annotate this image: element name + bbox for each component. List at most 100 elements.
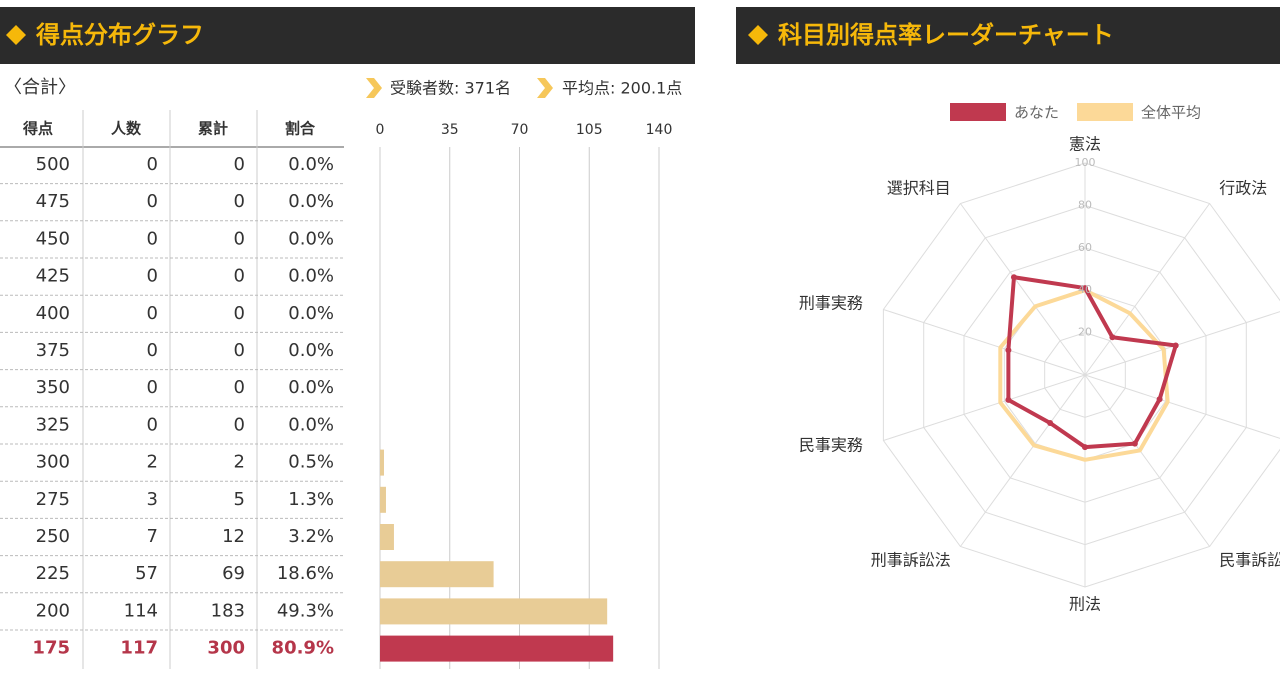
- x-tick-label: 105: [576, 122, 603, 138]
- axis-label: 選択科目: [887, 178, 951, 197]
- cell: 114: [124, 600, 158, 621]
- x-tick-label: 70: [511, 122, 529, 138]
- axis-label: 刑事訴訟法: [871, 551, 951, 570]
- cell: 500: [36, 154, 70, 175]
- bar: [380, 449, 384, 476]
- axis-label: 刑法: [1069, 595, 1101, 614]
- cell: 0.0%: [288, 228, 334, 249]
- cell: 18.6%: [277, 563, 334, 584]
- bar: [380, 524, 394, 550]
- chevron-icon: [366, 78, 382, 98]
- spoke: [883, 309, 1086, 376]
- cell: 0: [147, 303, 158, 324]
- radar-point: [1010, 274, 1017, 281]
- cell: 450: [36, 228, 70, 249]
- radar-point: [1156, 396, 1163, 403]
- axis-label: 憲法: [1069, 135, 1101, 154]
- spoke: [883, 374, 1086, 441]
- stat: 受験者数: 371名: [390, 79, 511, 98]
- right-title: 科目別得点率レーダーチャート: [778, 21, 1114, 49]
- radar-point: [1131, 440, 1138, 447]
- cell: 3: [147, 489, 158, 510]
- cell: 69: [222, 563, 245, 584]
- cell: 325: [36, 414, 70, 435]
- cell: 0.0%: [288, 154, 334, 175]
- r-tick-label: 60: [1078, 241, 1092, 254]
- r-tick-label: 100: [1075, 156, 1096, 169]
- r-tick-label: 80: [1078, 198, 1092, 211]
- cell: 80.9%: [272, 638, 334, 659]
- spoke: [959, 203, 1086, 376]
- cell: 350: [36, 377, 70, 398]
- cell: 0: [234, 414, 245, 435]
- cell: 0: [234, 340, 245, 361]
- cell: 2: [234, 452, 245, 473]
- radar-point: [1047, 420, 1054, 427]
- cell: 0: [147, 414, 158, 435]
- radar-point: [1082, 444, 1088, 451]
- radar-point: [1005, 396, 1012, 403]
- spoke: [1084, 374, 1211, 547]
- radar-point: [1005, 347, 1012, 354]
- grid-ring: [882, 162, 1280, 588]
- diamond-icon: [748, 25, 768, 45]
- cell: 57: [135, 563, 158, 584]
- cell: 0.5%: [288, 452, 334, 473]
- cell: 5: [234, 489, 245, 510]
- bar: [380, 561, 494, 588]
- cell: 0: [147, 377, 158, 398]
- cell: 2: [147, 452, 158, 473]
- cell: 0: [234, 303, 245, 324]
- legend-label: 全体平均: [1141, 104, 1201, 122]
- x-tick-label: 35: [441, 122, 459, 138]
- cell: 0: [147, 340, 158, 361]
- cell: 0.0%: [288, 377, 334, 398]
- column-header: 割合: [285, 120, 316, 138]
- cell: 0: [234, 154, 245, 175]
- cell: 3.2%: [288, 526, 334, 547]
- cell: 0.0%: [288, 340, 334, 361]
- section-label: 〈合計〉: [4, 77, 76, 98]
- cell: 0.0%: [288, 414, 334, 435]
- legend-swatch: [1077, 103, 1133, 121]
- cell: 0.0%: [288, 266, 334, 287]
- cell: 1.3%: [288, 489, 334, 510]
- cell: 250: [36, 526, 70, 547]
- radar-point: [1172, 342, 1179, 349]
- stat: 平均点: 200.1点: [562, 79, 682, 98]
- spoke: [1084, 374, 1280, 439]
- legend-label: あなた: [1014, 104, 1059, 122]
- r-tick-label: 40: [1078, 283, 1092, 296]
- left-header-bar: [0, 7, 695, 64]
- axis-label: 行政法: [1219, 178, 1267, 197]
- bar-chart: 0 35 70 105 140: [376, 122, 673, 669]
- column-header: 人数: [111, 120, 142, 138]
- chevron-icon: [537, 78, 553, 98]
- bar: [380, 635, 614, 662]
- cell: 0: [147, 154, 158, 175]
- cell: 0: [234, 377, 245, 398]
- cell: 175: [32, 638, 70, 659]
- cell: 49.3%: [277, 600, 334, 621]
- left-title: 得点分布グラフ: [35, 21, 204, 49]
- radar-point: [1109, 334, 1116, 341]
- column-header: 累計: [198, 120, 228, 138]
- spoke: [1084, 311, 1280, 376]
- diamond-icon: [6, 25, 26, 45]
- cell: 225: [36, 563, 70, 584]
- cell: 0: [234, 191, 245, 212]
- cell: 117: [120, 638, 158, 659]
- right-header-bar: [736, 7, 1280, 64]
- cell: 0.0%: [288, 303, 334, 324]
- cell: 375: [36, 340, 70, 361]
- x-tick-label: 140: [646, 122, 673, 138]
- cell: 0: [147, 191, 158, 212]
- spoke: [1084, 203, 1211, 376]
- cell: 300: [36, 452, 70, 473]
- axis-label: 民事実務: [799, 436, 863, 455]
- cell: 12: [222, 526, 245, 547]
